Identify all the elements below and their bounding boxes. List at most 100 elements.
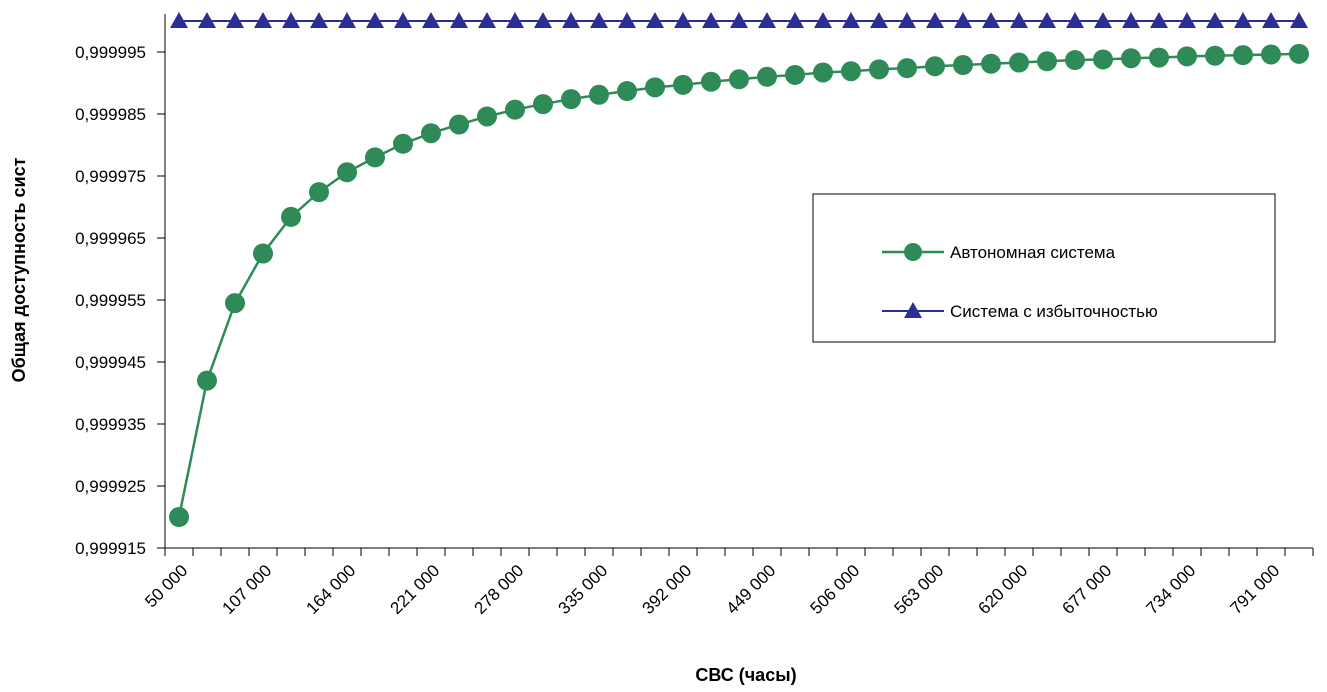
- data-point: [1094, 12, 1112, 29]
- x-tick-label: 392 000: [639, 561, 696, 618]
- series-1: [170, 12, 1308, 29]
- data-point: [1038, 12, 1056, 29]
- data-point: [197, 370, 217, 391]
- data-point: [366, 12, 384, 29]
- x-tick-label: 335 000: [555, 561, 612, 618]
- data-point: [281, 206, 301, 227]
- x-tick-label: 107 000: [219, 561, 276, 618]
- x-tick-label: 620 000: [975, 561, 1032, 618]
- legend-marker-autonomous: [904, 243, 922, 261]
- data-point: [338, 12, 356, 29]
- data-point: [478, 12, 496, 29]
- x-tick-label: 563 000: [891, 561, 948, 618]
- data-point: [477, 106, 497, 127]
- data-point: [646, 12, 664, 29]
- data-point: [1261, 44, 1281, 65]
- data-point: [617, 81, 637, 102]
- series-layer: [169, 12, 1309, 527]
- data-point: [169, 507, 189, 527]
- data-point: [394, 12, 412, 29]
- data-point: [1233, 45, 1253, 66]
- data-point: [786, 12, 804, 29]
- legend: Автономная система Система с избыточност…: [812, 193, 1276, 343]
- data-point: [785, 64, 805, 85]
- y-tick-label: 0,999935: [75, 415, 146, 434]
- data-point: [869, 59, 889, 80]
- legend-label-redundant: Система с избыточностью: [950, 302, 1158, 321]
- data-point: [393, 133, 413, 154]
- data-point: [365, 147, 385, 168]
- y-tick-label: 0,999945: [75, 353, 146, 372]
- data-point: [1289, 43, 1309, 64]
- data-point: [562, 12, 580, 29]
- data-point: [1206, 12, 1224, 29]
- data-point: [170, 12, 188, 29]
- data-point: [1262, 12, 1280, 29]
- data-point: [897, 58, 917, 79]
- data-point: [898, 12, 916, 29]
- y-axis: 0,999915 0,999925 0,999935 0,999945 0,999955…: [75, 14, 166, 558]
- data-point: [674, 12, 692, 29]
- x-tick-label: 677 000: [1059, 561, 1116, 618]
- data-point: [309, 182, 329, 203]
- x-axis: 50 000 107 000 164 000 221 000 278 000 335 00…: [141, 547, 1314, 618]
- data-point: [758, 12, 776, 29]
- data-point: [841, 61, 861, 82]
- data-point: [421, 123, 441, 144]
- data-point: [1066, 12, 1084, 29]
- y-tick-label: 0,999955: [75, 291, 146, 310]
- data-point: [1093, 49, 1113, 70]
- data-point: [926, 12, 944, 29]
- data-point: [925, 56, 945, 77]
- y-tick-label: 0,999915: [75, 539, 146, 558]
- series-0: [169, 43, 1309, 527]
- data-point: [814, 12, 832, 29]
- data-point: [282, 12, 300, 29]
- y-tick-label: 0,999985: [75, 105, 146, 124]
- data-point: [310, 12, 328, 29]
- data-point: [645, 77, 665, 98]
- data-point: [729, 69, 749, 90]
- x-tick-label: 791 000: [1227, 561, 1284, 618]
- data-point: [1234, 12, 1252, 29]
- legend-box: [812, 193, 1276, 343]
- data-point: [1150, 12, 1168, 29]
- x-tick-label: 506 000: [807, 561, 864, 618]
- data-point: [1121, 48, 1141, 69]
- data-point: [982, 12, 1000, 29]
- data-point: [1290, 12, 1308, 29]
- x-tick-label: 449 000: [723, 561, 780, 618]
- data-point: [225, 293, 245, 314]
- data-point: [1037, 51, 1057, 72]
- data-point: [673, 74, 693, 95]
- x-tick-label: 50 000: [141, 561, 191, 611]
- data-point: [842, 12, 860, 29]
- legend-label-autonomous: Автономная система: [950, 243, 1116, 262]
- data-point: [254, 12, 272, 29]
- x-axis-title: СВС (часы): [695, 665, 796, 685]
- data-point: [590, 12, 608, 29]
- y-tick-label: 0,999995: [75, 43, 146, 62]
- data-point: [198, 12, 216, 29]
- data-point: [730, 12, 748, 29]
- x-tick-label: 164 000: [303, 561, 360, 618]
- data-point: [1178, 12, 1196, 29]
- data-point: [953, 55, 973, 76]
- legend-entry-redundant: Система с избыточностью: [882, 302, 1158, 321]
- data-point: [422, 12, 440, 29]
- data-point: [253, 243, 273, 264]
- data-point: [506, 12, 524, 29]
- data-point: [870, 12, 888, 29]
- data-point: [534, 12, 552, 29]
- data-point: [954, 12, 972, 29]
- data-point: [757, 66, 777, 87]
- data-point: [505, 99, 525, 120]
- y-tick-label: 0,999925: [75, 477, 146, 496]
- y-tick-label: 0,999965: [75, 229, 146, 248]
- data-point: [589, 84, 609, 105]
- data-point: [561, 89, 581, 110]
- data-point: [1149, 47, 1169, 68]
- data-point: [226, 12, 244, 29]
- data-point: [1010, 12, 1028, 29]
